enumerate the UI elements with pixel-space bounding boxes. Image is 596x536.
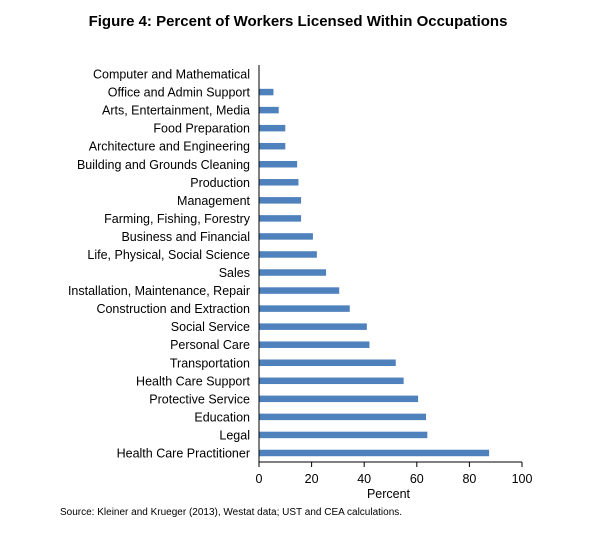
category-label: Health Care Support bbox=[136, 374, 250, 388]
bar bbox=[259, 287, 340, 294]
bar bbox=[259, 323, 367, 330]
category-label: Production bbox=[190, 176, 250, 190]
bar bbox=[259, 197, 302, 204]
category-label: Business and Financial bbox=[121, 230, 250, 244]
category-label: Construction and Extraction bbox=[96, 302, 250, 316]
category-label: Personal Care bbox=[170, 338, 250, 352]
source-note: Source: Kleiner and Krueger (2013), West… bbox=[60, 507, 403, 518]
x-axis-title: Percent bbox=[367, 487, 411, 501]
category-label: Food Preparation bbox=[153, 122, 250, 136]
x-tick-label: 40 bbox=[357, 472, 371, 486]
bar bbox=[259, 215, 302, 222]
bar bbox=[259, 431, 428, 439]
category-label: Life, Physical, Social Science bbox=[87, 248, 250, 262]
bar bbox=[259, 449, 490, 457]
bar bbox=[259, 106, 279, 114]
category-label: Farming, Fishing, Forestry bbox=[104, 212, 251, 226]
category-label: Installation, Maintenance, Repair bbox=[68, 284, 250, 298]
category-label: Social Service bbox=[171, 320, 250, 334]
category-label: Architecture and Engineering bbox=[89, 140, 250, 154]
bar bbox=[259, 305, 350, 312]
x-tick-label: 60 bbox=[410, 472, 424, 486]
category-label: Computer and Mathematical bbox=[93, 68, 250, 82]
bar bbox=[259, 269, 327, 276]
category-label: Management bbox=[177, 194, 250, 208]
chart-title: Figure 4: Percent of Workers Licensed Wi… bbox=[88, 13, 508, 30]
bar bbox=[259, 359, 396, 366]
bar bbox=[259, 233, 313, 240]
category-label: Transportation bbox=[170, 356, 250, 370]
category-label: Arts, Entertainment, Media bbox=[102, 104, 250, 118]
x-tick-label: 80 bbox=[462, 472, 476, 486]
bar bbox=[259, 377, 404, 385]
bar bbox=[259, 88, 274, 96]
bar bbox=[259, 251, 317, 258]
bar bbox=[259, 161, 298, 168]
bar bbox=[259, 413, 427, 421]
category-label: Office and Admin Support bbox=[108, 86, 251, 100]
bar bbox=[259, 179, 299, 186]
category-label: Health Care Practitioner bbox=[117, 446, 250, 460]
bar bbox=[259, 124, 286, 132]
bar bbox=[259, 341, 370, 348]
category-label: Education bbox=[194, 410, 250, 424]
bar bbox=[259, 395, 419, 403]
x-tick-label: 0 bbox=[256, 472, 263, 486]
category-label: Building and Grounds Cleaning bbox=[77, 158, 250, 172]
bar bbox=[259, 142, 286, 150]
category-label: Legal bbox=[219, 428, 250, 442]
category-label: Protective Service bbox=[149, 392, 250, 406]
x-tick-label: 100 bbox=[512, 472, 533, 486]
category-label: Sales bbox=[219, 266, 250, 280]
x-tick-label: 20 bbox=[305, 472, 319, 486]
